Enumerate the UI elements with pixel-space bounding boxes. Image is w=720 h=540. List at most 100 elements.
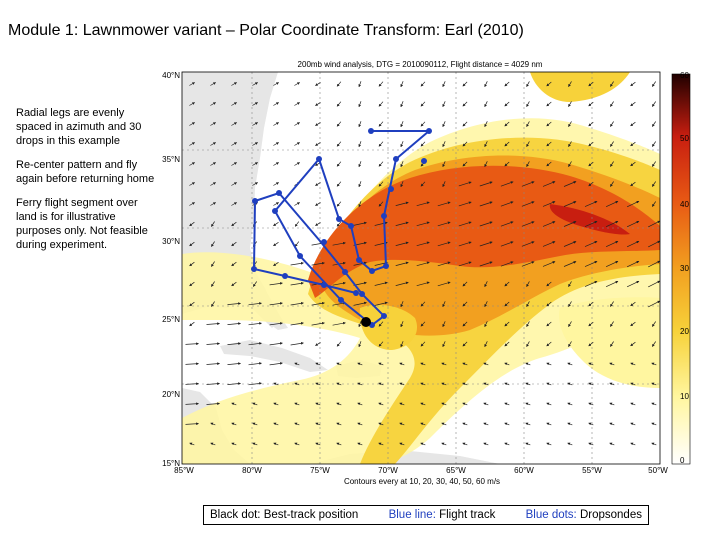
wind-arrow	[546, 321, 552, 327]
wind-arrow	[252, 102, 259, 106]
wind-arrow	[610, 321, 614, 327]
wind-arrow	[399, 442, 405, 446]
wind-arrow	[273, 162, 280, 166]
wind-arrow	[400, 181, 404, 188]
dropsonde	[348, 223, 354, 229]
wind-arrow	[652, 121, 656, 127]
wind-arrow	[248, 342, 262, 346]
wind-arrow	[588, 321, 594, 327]
map-legend: Black dot: Best-track position Blue line…	[203, 505, 649, 525]
wind-arrow	[504, 161, 510, 167]
wind-arrow	[336, 121, 342, 127]
wind-arrow	[315, 122, 321, 126]
wind-arrow	[210, 82, 217, 86]
wind-arrow	[442, 121, 446, 128]
wind-arrow	[521, 221, 535, 227]
wind-arrow	[269, 322, 283, 326]
wind-arrow	[336, 422, 342, 426]
dropsonde	[342, 269, 348, 275]
wind-arrow	[189, 221, 195, 227]
dropsonde	[359, 291, 365, 297]
wind-arrow	[315, 402, 321, 406]
wind-arrow	[651, 382, 657, 386]
wind-arrow	[652, 341, 656, 347]
longitude-labels: 85°W 80°W 75°W 70°W 65°W 60°W 55°W 50°W	[174, 466, 668, 475]
wind-arrow	[483, 362, 489, 366]
wind-arrow	[542, 261, 556, 267]
wind-arrow	[378, 161, 384, 167]
wind-arrow	[630, 422, 636, 426]
wind-arrow	[609, 422, 615, 426]
wind-arrow	[227, 302, 241, 306]
wind-arrow	[420, 181, 426, 187]
wind-arrow	[294, 362, 300, 366]
wind-arrow	[395, 221, 409, 226]
wind-arrow	[546, 81, 552, 87]
wind-arrow	[400, 301, 404, 308]
wind-arrow	[357, 422, 363, 426]
note-radial-legs: Radial legs are evenly spaced in azimuth…	[16, 107, 142, 147]
wind-arrow	[336, 81, 342, 87]
wind-arrow	[210, 422, 216, 426]
wind-arrow	[400, 101, 404, 108]
wind-arrow	[294, 442, 300, 446]
wind-arrow	[584, 201, 598, 207]
wind-arrow	[483, 382, 489, 386]
dropsonde	[276, 190, 282, 196]
wind-arrow	[546, 161, 552, 167]
wind-arrow	[395, 261, 409, 266]
wind-arrow	[484, 321, 488, 328]
wind-arrow	[336, 181, 342, 187]
wind-arrow	[211, 281, 215, 287]
wind-arrow	[526, 161, 530, 168]
wind-arrow	[211, 261, 215, 267]
wind-arrow	[458, 241, 472, 247]
wind-arrow	[563, 241, 577, 247]
wind-arrow	[227, 362, 241, 366]
wind-arrow	[525, 442, 531, 446]
wind-arrow	[588, 422, 594, 426]
dropsondes	[251, 128, 432, 328]
wind-arrow	[210, 122, 217, 126]
wind-arrow	[605, 280, 619, 288]
wind-arrow	[294, 422, 300, 426]
wind-arrow	[400, 141, 404, 148]
lat-label: 40°N	[162, 71, 180, 80]
wind-arrow	[588, 81, 594, 87]
best-track-position	[361, 317, 371, 327]
legend-drops: Blue dots: Dropsondes	[526, 509, 642, 521]
wind-arrow	[189, 241, 195, 247]
wind-arrow	[189, 442, 195, 446]
wind-arrow	[588, 442, 594, 446]
wind-arrow	[189, 182, 196, 186]
wind-arrow	[336, 382, 342, 386]
wind-arrow	[252, 422, 258, 426]
wind-arrow	[315, 202, 321, 206]
wind-arrow	[500, 241, 514, 247]
wind-arrow	[294, 402, 300, 406]
notes-panel: Radial legs are evenly spaced in azimuth…	[16, 106, 156, 262]
wind-arrow	[525, 402, 531, 406]
wind-arrow	[353, 221, 367, 226]
wind-arrow	[630, 161, 636, 167]
wind-arrow	[626, 280, 640, 288]
wind-arrow	[484, 341, 488, 348]
wind-arrow	[189, 82, 196, 86]
wind-arrow	[588, 141, 594, 147]
wind-arrow	[311, 261, 325, 266]
wind-arrow	[437, 261, 451, 267]
wind-vectors	[185, 81, 660, 446]
dropsonde	[368, 128, 374, 134]
wind-arrow	[290, 301, 304, 306]
wind-arrow	[252, 182, 259, 186]
wind-arrow	[290, 281, 304, 286]
dropsonde	[356, 257, 362, 263]
dropsonde	[282, 273, 288, 279]
wind-arrow	[630, 341, 636, 347]
wind-arrow	[521, 181, 535, 187]
wind-arrow	[504, 422, 510, 426]
wind-arrow	[378, 201, 384, 207]
wind-arrow	[609, 362, 615, 366]
wind-arrow	[231, 241, 237, 247]
wind-arrow	[567, 422, 573, 426]
